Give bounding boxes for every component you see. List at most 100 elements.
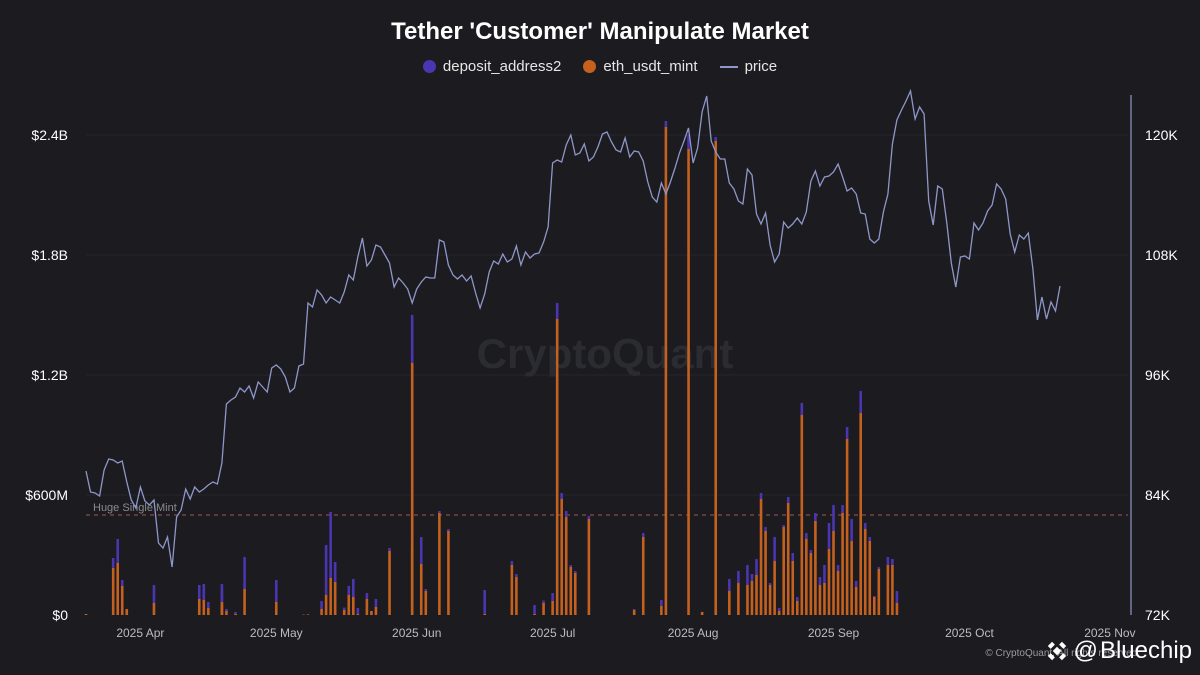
eth-usdt-mint-bar: [764, 531, 767, 615]
eth-usdt-mint-bar: [388, 551, 391, 615]
eth-usdt-mint-bar: [274, 602, 278, 615]
eth-usdt-mint-bar: [854, 587, 858, 615]
reference-line-label: Huge Single Mint: [93, 502, 177, 514]
eth-usdt-mint-bar: [791, 561, 795, 615]
left-axis-tick-label: $600M: [25, 487, 68, 503]
deposit-address2-bar: [895, 591, 899, 603]
eth-usdt-mint-bar: [569, 567, 573, 615]
eth-usdt-mint-bar: [220, 602, 224, 615]
eth-usdt-mint-bar: [818, 585, 822, 615]
eth-usdt-mint-bar: [700, 612, 704, 615]
deposit-address2-bar: [419, 537, 423, 564]
eth-usdt-mint-bar: [125, 609, 129, 615]
eth-usdt-mint-bar: [845, 439, 849, 615]
deposit-address2-bar: [764, 527, 767, 531]
deposit-address2-bar: [823, 565, 826, 583]
deposit-address2-bar: [569, 565, 573, 567]
mint-bars: [84, 121, 899, 615]
eth-usdt-mint-bar: [510, 565, 514, 615]
deposit-address2-bar: [424, 589, 428, 591]
deposit-address2-bar: [324, 545, 328, 595]
deposit-address2-bar: [782, 525, 785, 527]
deposit-address2-bar: [687, 135, 690, 149]
legend-swatch-price: [719, 65, 738, 68]
legend-label-price: price: [744, 58, 778, 75]
deposit-address2-bar: [728, 579, 731, 591]
eth-usdt-mint-bar: [795, 601, 799, 615]
eth-usdt-mint-bar: [243, 589, 246, 615]
legend-item-eth-usdt-mint[interactable]: eth_usdt_mint: [583, 58, 698, 75]
brand-at-sign: @: [1073, 637, 1098, 664]
deposit-address2-bar: [564, 511, 568, 517]
eth-usdt-mint-bar: [895, 603, 899, 615]
eth-usdt-mint-bar: [859, 413, 863, 615]
left-axis-tick-label: $2.4B: [31, 127, 68, 143]
eth-usdt-mint-bar: [551, 601, 554, 615]
x-axis-tick-label: 2025 Aug: [668, 626, 719, 640]
deposit-address2-bar: [351, 579, 355, 597]
binance-logo-icon: [1047, 641, 1066, 661]
eth-usdt-mint-bar: [84, 614, 88, 615]
deposit-address2-bar: [641, 533, 645, 537]
deposit-address2-bar: [573, 571, 577, 573]
eth-usdt-mint-bar: [207, 608, 210, 615]
eth-usdt-mint-bar: [746, 585, 749, 615]
deposit-address2-bar: [818, 577, 822, 585]
deposit-address2-bar: [197, 585, 201, 599]
deposit-address2-bar: [356, 608, 360, 614]
brand-badge: @ Bluechip: [1046, 637, 1192, 665]
legend: deposit_address2 eth_usdt_mint price: [0, 58, 1200, 75]
legend-item-price[interactable]: price: [719, 58, 778, 75]
eth-usdt-mint-bar: [351, 597, 355, 615]
eth-usdt-mint-bar: [714, 141, 718, 615]
eth-usdt-mint-bar: [809, 553, 813, 615]
deposit-address2-bar: [483, 590, 486, 614]
deposit-address2-bar: [809, 550, 813, 553]
eth-usdt-mint-bar: [632, 610, 636, 615]
deposit-address2-bar: [515, 574, 518, 577]
eth-usdt-mint-bar: [868, 541, 872, 615]
deposit-address2-bar: [863, 523, 867, 529]
deposit-address2-bar: [225, 609, 228, 611]
eth-usdt-mint-bar: [370, 611, 373, 615]
deposit-address2-bar: [365, 593, 369, 599]
eth-usdt-mint-bar: [687, 149, 690, 615]
eth-usdt-mint-bar: [768, 585, 772, 615]
deposit-address2-bar: [347, 586, 351, 595]
deposit-address2-bar: [447, 529, 450, 531]
eth-usdt-mint-bar: [374, 607, 378, 615]
deposit-address2-bar: [750, 574, 754, 581]
deposit-address2-bar: [827, 523, 831, 549]
deposit-address2-bar: [755, 559, 758, 575]
deposit-address2-bar: [795, 597, 799, 601]
eth-usdt-mint-bar: [447, 531, 450, 615]
deposit-address2-bar: [342, 607, 346, 610]
legend-item-deposit-address2[interactable]: deposit_address2: [422, 58, 562, 75]
deposit-address2-bar: [116, 539, 120, 563]
deposit-address2-bar: [120, 580, 124, 586]
deposit-address2-bar: [872, 596, 876, 597]
deposit-address2-bar: [746, 565, 749, 585]
eth-usdt-mint-bar: [365, 599, 369, 615]
eth-usdt-mint-bar: [573, 573, 577, 615]
deposit-address2-bar: [768, 583, 772, 585]
legend-label-eth-usdt-mint: eth_usdt_mint: [603, 58, 698, 75]
deposit-address2-bar: [551, 593, 554, 601]
right-axis-tick-label: 108K: [1145, 247, 1178, 263]
legend-label-deposit-address2: deposit_address2: [442, 58, 562, 75]
deposit-address2-bar: [374, 599, 378, 607]
deposit-address2-bar: [737, 571, 740, 583]
eth-usdt-mint-bar: [120, 586, 124, 615]
eth-usdt-mint-bar: [515, 577, 518, 615]
eth-usdt-mint-bar: [800, 415, 804, 615]
right-axis-tick-label: 84K: [1145, 487, 1171, 503]
left-axis-tick-label: $0: [52, 607, 68, 623]
eth-usdt-mint-bar: [841, 513, 844, 615]
watermark: CryptoQuant: [477, 330, 734, 377]
deposit-address2-bar: [410, 315, 414, 363]
eth-usdt-mint-bar: [152, 603, 156, 615]
x-axis: 2025 Apr 2025 May 2025 Jun 2025 Jul 2025 Aug…: [116, 626, 1135, 640]
deposit-address2-bar: [560, 493, 563, 499]
deposit-address2-bar: [320, 601, 323, 609]
